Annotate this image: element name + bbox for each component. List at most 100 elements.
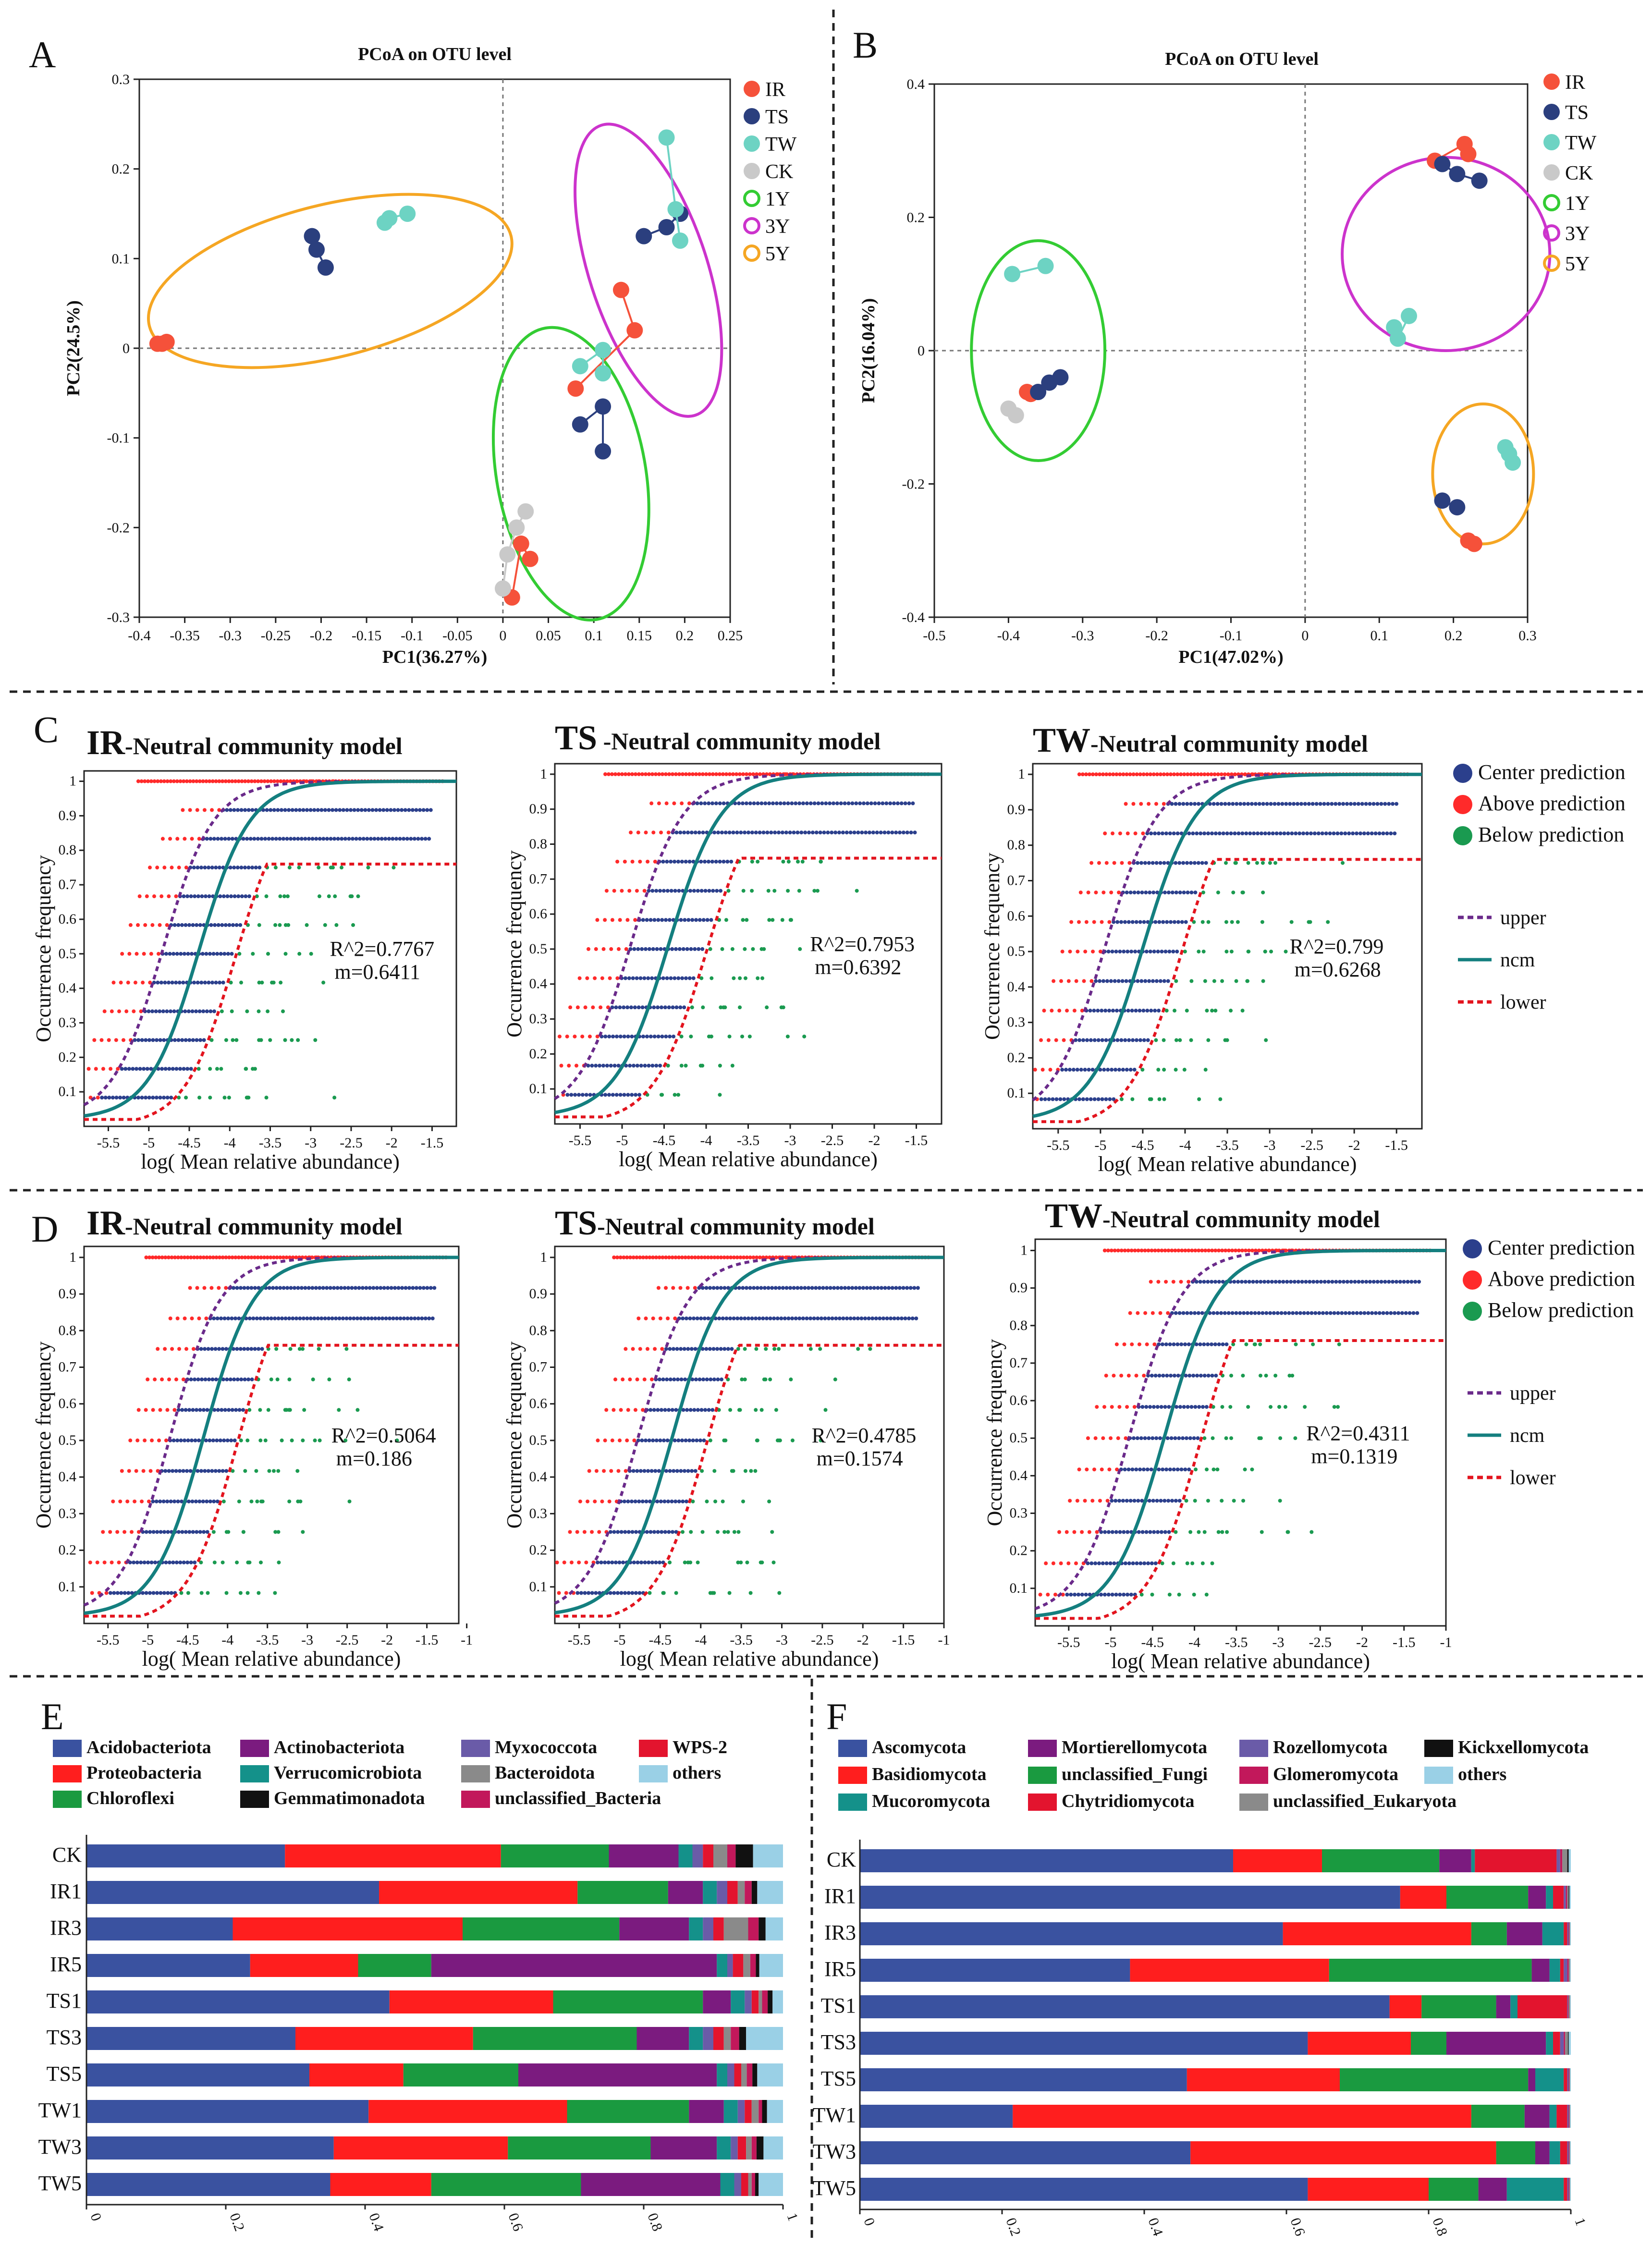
below-prediction-dot — [241, 1530, 245, 1534]
bar-segment — [1549, 2105, 1557, 2128]
above-prediction-dot — [1084, 772, 1088, 777]
x-tick-label: 0.6 — [505, 2211, 526, 2233]
above-prediction-dot — [745, 1255, 749, 1259]
x-tick-label: -3 — [1273, 1635, 1285, 1650]
above-prediction-dot — [1075, 1499, 1079, 1503]
bar-segment — [1569, 2178, 1570, 2201]
center-prediction-dot — [139, 1560, 143, 1564]
center-prediction-dot — [1167, 1530, 1171, 1534]
above-prediction-dot — [577, 1560, 581, 1564]
center-prediction-dot — [728, 1316, 732, 1320]
bar-segment — [745, 1990, 752, 2013]
center-prediction-dot — [663, 1408, 667, 1412]
below-prediction-dot — [1268, 861, 1272, 865]
x-tick-label: -5 — [143, 1135, 155, 1151]
ncm-title-prefix: TW — [1045, 1196, 1102, 1235]
below-prediction-dot — [1224, 920, 1228, 924]
legend-label-1y: 1Y — [1565, 193, 1590, 215]
above-prediction-dot — [275, 779, 280, 783]
center-prediction-dot — [212, 1499, 216, 1503]
center-prediction-dot — [1112, 1561, 1116, 1565]
center-prediction-dot — [644, 1499, 649, 1503]
below-prediction-dot — [277, 1560, 281, 1564]
below-prediction-dot — [208, 1096, 212, 1100]
above-prediction-dot — [604, 889, 609, 893]
below-prediction-dot — [337, 1408, 341, 1412]
center-prediction-dot — [657, 1469, 661, 1473]
center-prediction-dot — [635, 1469, 639, 1473]
above-prediction-dot — [725, 1255, 730, 1259]
sample-point-tw — [672, 232, 688, 249]
above-prediction-dot — [674, 772, 678, 776]
below-prediction-dot — [818, 1347, 822, 1351]
center-prediction-dot — [603, 1034, 608, 1038]
below-prediction-dot — [1206, 1499, 1210, 1503]
center-prediction-dot — [668, 1469, 672, 1473]
center-prediction-dot — [1158, 1436, 1162, 1440]
below-prediction-dot — [1197, 1530, 1201, 1534]
above-prediction-dot — [319, 1255, 324, 1259]
legend-marker-center-prediction — [1453, 764, 1472, 783]
above-prediction-dot — [625, 1255, 629, 1259]
below-prediction-dot — [774, 1408, 778, 1412]
center-prediction-dot — [681, 1316, 685, 1320]
below-prediction-dot — [1258, 1342, 1262, 1346]
center-prediction-dot — [296, 1286, 300, 1290]
center-prediction-dot — [312, 1316, 317, 1320]
above-prediction-dot — [1128, 1311, 1132, 1315]
center-prediction-dot — [773, 1286, 778, 1290]
ncm-title: IR-Neutral community model — [86, 723, 403, 762]
center-prediction-dot — [699, 801, 703, 805]
center-prediction-dot — [1177, 861, 1182, 865]
above-prediction-dot — [1187, 1280, 1191, 1284]
center-prediction-dot — [674, 947, 678, 951]
center-prediction-dot — [1151, 1405, 1156, 1409]
center-prediction-dot — [215, 1499, 220, 1503]
sample-point-ck — [508, 519, 525, 536]
center-prediction-dot — [1120, 979, 1125, 983]
y-tick-label: 0.8 — [1010, 1318, 1028, 1333]
category-label: TW3 — [813, 2140, 856, 2163]
above-prediction-dot — [735, 1255, 739, 1259]
center-prediction-dot — [170, 980, 174, 985]
above-prediction-dot — [1061, 1592, 1065, 1597]
center-prediction-dot — [1169, 1373, 1173, 1378]
ncm-plot-c-tw: TW-Neutral community model-5.5 -5 -4.5 -4 -3… — [980, 721, 1423, 1176]
center-prediction-dot — [771, 801, 775, 805]
below-prediction-dot — [1255, 861, 1259, 865]
center-prediction-dot — [908, 1286, 913, 1290]
below-prediction-dot — [259, 1038, 263, 1042]
above-prediction-dot — [160, 1255, 164, 1259]
center-prediction-dot — [1297, 831, 1302, 836]
above-prediction-dot — [785, 772, 789, 776]
bar-segment — [756, 2136, 764, 2160]
center-prediction-dot — [724, 1316, 729, 1320]
center-prediction-dot — [1092, 1009, 1096, 1013]
above-prediction-dot — [1077, 1467, 1081, 1472]
center-prediction-dot — [1210, 1373, 1214, 1378]
center-prediction-dot — [584, 1093, 588, 1097]
center-prediction-dot — [695, 1316, 699, 1320]
center-prediction-dot — [1280, 802, 1285, 806]
center-prediction-dot — [750, 1316, 754, 1320]
center-prediction-dot — [1159, 1499, 1163, 1503]
above-prediction-dot — [183, 1255, 187, 1259]
above-prediction-dot — [1090, 1499, 1095, 1503]
x-axis-label: log( Mean relative abundance) — [141, 1150, 400, 1173]
above-prediction-dot — [615, 1255, 619, 1259]
center-prediction-dot — [1274, 831, 1279, 836]
center-prediction-dot — [377, 1316, 381, 1320]
center-prediction-dot — [614, 1005, 618, 1010]
center-prediction-dot — [1043, 1097, 1047, 1101]
center-prediction-dot — [1147, 1499, 1151, 1503]
center-prediction-dot — [1347, 831, 1351, 836]
center-prediction-dot — [691, 976, 696, 980]
center-prediction-dot — [818, 830, 822, 835]
category-label: TW3 — [38, 2135, 82, 2159]
center-prediction-dot — [741, 801, 745, 805]
bar-segment — [86, 1990, 390, 2013]
bar-segment — [1542, 1922, 1564, 1945]
sample-point-ts — [1434, 492, 1451, 509]
below-prediction-dot — [777, 1438, 781, 1442]
